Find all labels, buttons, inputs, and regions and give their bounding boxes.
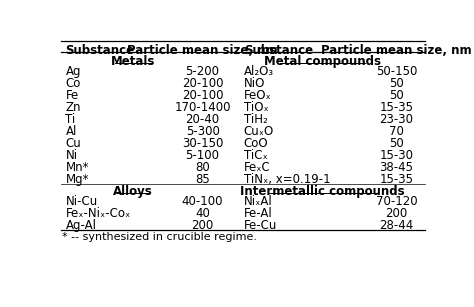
Text: Co: Co (65, 77, 81, 90)
Text: 85: 85 (195, 173, 210, 186)
Text: 15-30: 15-30 (379, 149, 413, 162)
Text: 70: 70 (389, 125, 404, 138)
Text: 70-120: 70-120 (375, 196, 417, 208)
Text: FeₓC: FeₓC (244, 161, 271, 174)
Text: 40-100: 40-100 (182, 196, 223, 208)
Text: 50-150: 50-150 (376, 65, 417, 78)
Text: 40: 40 (195, 208, 210, 220)
Text: 5-100: 5-100 (186, 149, 219, 162)
Text: Fe-Al: Fe-Al (244, 208, 273, 220)
Text: Ag: Ag (65, 65, 81, 78)
Text: NiₓAl: NiₓAl (244, 196, 273, 208)
Text: 5-300: 5-300 (186, 125, 219, 138)
Text: Ti: Ti (65, 113, 76, 126)
Text: 38-45: 38-45 (379, 161, 413, 174)
Text: Zn: Zn (65, 101, 81, 114)
Text: 23-30: 23-30 (379, 113, 413, 126)
Text: CuₓO: CuₓO (244, 125, 274, 138)
Text: Substance: Substance (65, 44, 135, 57)
Text: Metals: Metals (111, 55, 155, 68)
Text: 20-100: 20-100 (182, 77, 223, 90)
Text: 200: 200 (191, 219, 214, 232)
Text: Metal compounds: Metal compounds (264, 55, 381, 68)
Text: 20-100: 20-100 (182, 89, 223, 102)
Text: FeOₓ: FeOₓ (244, 89, 272, 102)
Text: TiH₂: TiH₂ (244, 113, 267, 126)
Text: TiCₓ: TiCₓ (244, 149, 267, 162)
Text: 15-35: 15-35 (379, 101, 413, 114)
Text: 30-150: 30-150 (182, 137, 223, 150)
Text: TiNₓ, x=0.19-1: TiNₓ, x=0.19-1 (244, 173, 330, 186)
Text: 20-40: 20-40 (185, 113, 219, 126)
Text: 5-200: 5-200 (186, 65, 219, 78)
Text: Particle mean size, nm: Particle mean size, nm (128, 44, 278, 57)
Text: Fe: Fe (65, 89, 79, 102)
Text: Mn*: Mn* (65, 161, 89, 174)
Text: Feₓ-Niₓ-Coₓ: Feₓ-Niₓ-Coₓ (65, 208, 131, 220)
Text: 80: 80 (195, 161, 210, 174)
Text: Substance: Substance (244, 44, 313, 57)
Text: 50: 50 (389, 77, 404, 90)
Text: Particle mean size, nm: Particle mean size, nm (321, 44, 472, 57)
Text: 170-1400: 170-1400 (174, 101, 231, 114)
Text: NiO: NiO (244, 77, 265, 90)
Text: Alloys: Alloys (113, 185, 153, 198)
Text: Cu: Cu (65, 137, 81, 150)
Text: CoO: CoO (244, 137, 268, 150)
Text: Al₂O₃: Al₂O₃ (244, 65, 274, 78)
Text: Ni-Cu: Ni-Cu (65, 196, 98, 208)
Text: Al: Al (65, 125, 77, 138)
Text: 200: 200 (385, 208, 408, 220)
Text: Ni: Ni (65, 149, 78, 162)
Text: Mg*: Mg* (65, 173, 89, 186)
Text: Ag-Al: Ag-Al (65, 219, 96, 232)
Text: Intermetallic compounds: Intermetallic compounds (240, 185, 405, 198)
Text: 15-35: 15-35 (379, 173, 413, 186)
Text: TiOₓ: TiOₓ (244, 101, 268, 114)
Text: 50: 50 (389, 89, 404, 102)
Text: Fe-Cu: Fe-Cu (244, 219, 277, 232)
Text: 50: 50 (389, 137, 404, 150)
Text: 28-44: 28-44 (379, 219, 413, 232)
Text: * -- synthesized in crucible regime.: * -- synthesized in crucible regime. (63, 232, 257, 242)
